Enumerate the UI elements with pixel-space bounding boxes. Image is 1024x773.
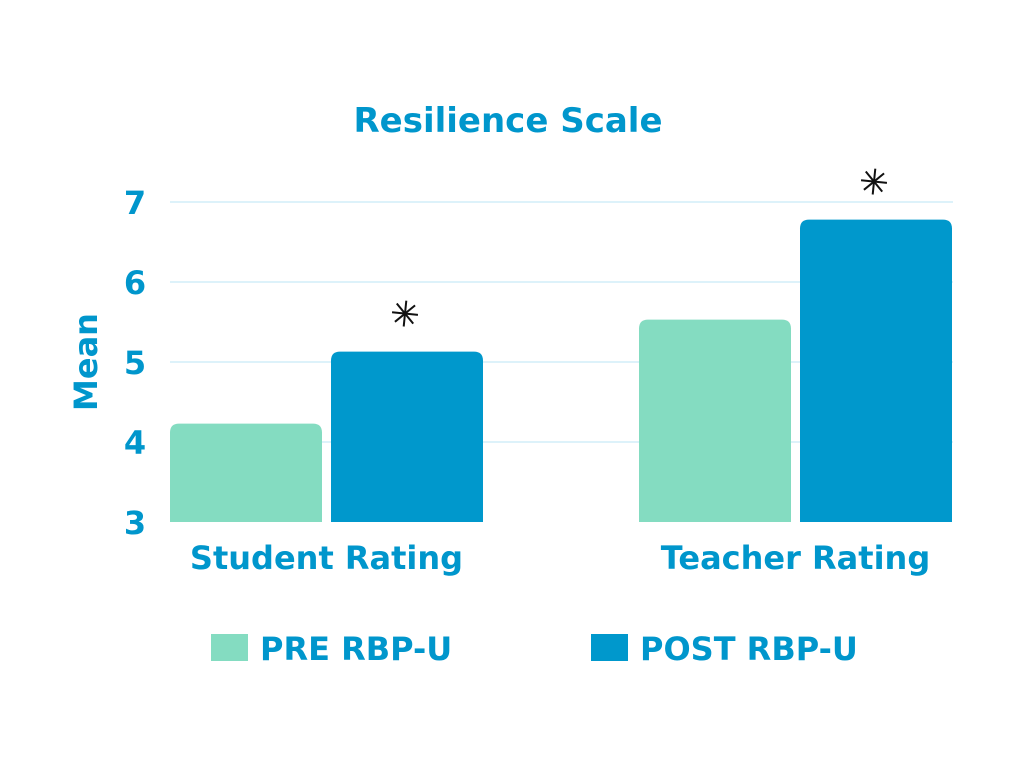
x-category-label: Student Rating [190, 539, 463, 577]
x-category-label: Teacher Rating [661, 539, 930, 577]
asterisk-stroke [863, 172, 885, 191]
legend-swatch [591, 634, 628, 661]
significance-asterisk: * [391, 300, 419, 327]
y-tick-label: 3 [124, 504, 146, 542]
legend-label: POST RBP-U [640, 630, 858, 668]
y-tick-label: 5 [124, 344, 146, 382]
bar-post-rbp-u [331, 351, 483, 522]
y-tick-label: 6 [124, 264, 146, 302]
chart-title: Resilience Scale [353, 101, 662, 141]
y-tick-label: 4 [124, 424, 146, 462]
asterisk-stroke [394, 304, 416, 323]
bar-pre-rbp-u [170, 423, 322, 522]
y-axis-label: Mean [67, 313, 105, 411]
y-tick-label: 7 [124, 184, 146, 222]
bar-post-rbp-u [800, 219, 952, 522]
significance-asterisk: * [860, 168, 888, 195]
bar-pre-rbp-u [639, 319, 791, 522]
legend-label: PRE RBP-U [260, 630, 452, 668]
legend-swatch [211, 634, 248, 661]
